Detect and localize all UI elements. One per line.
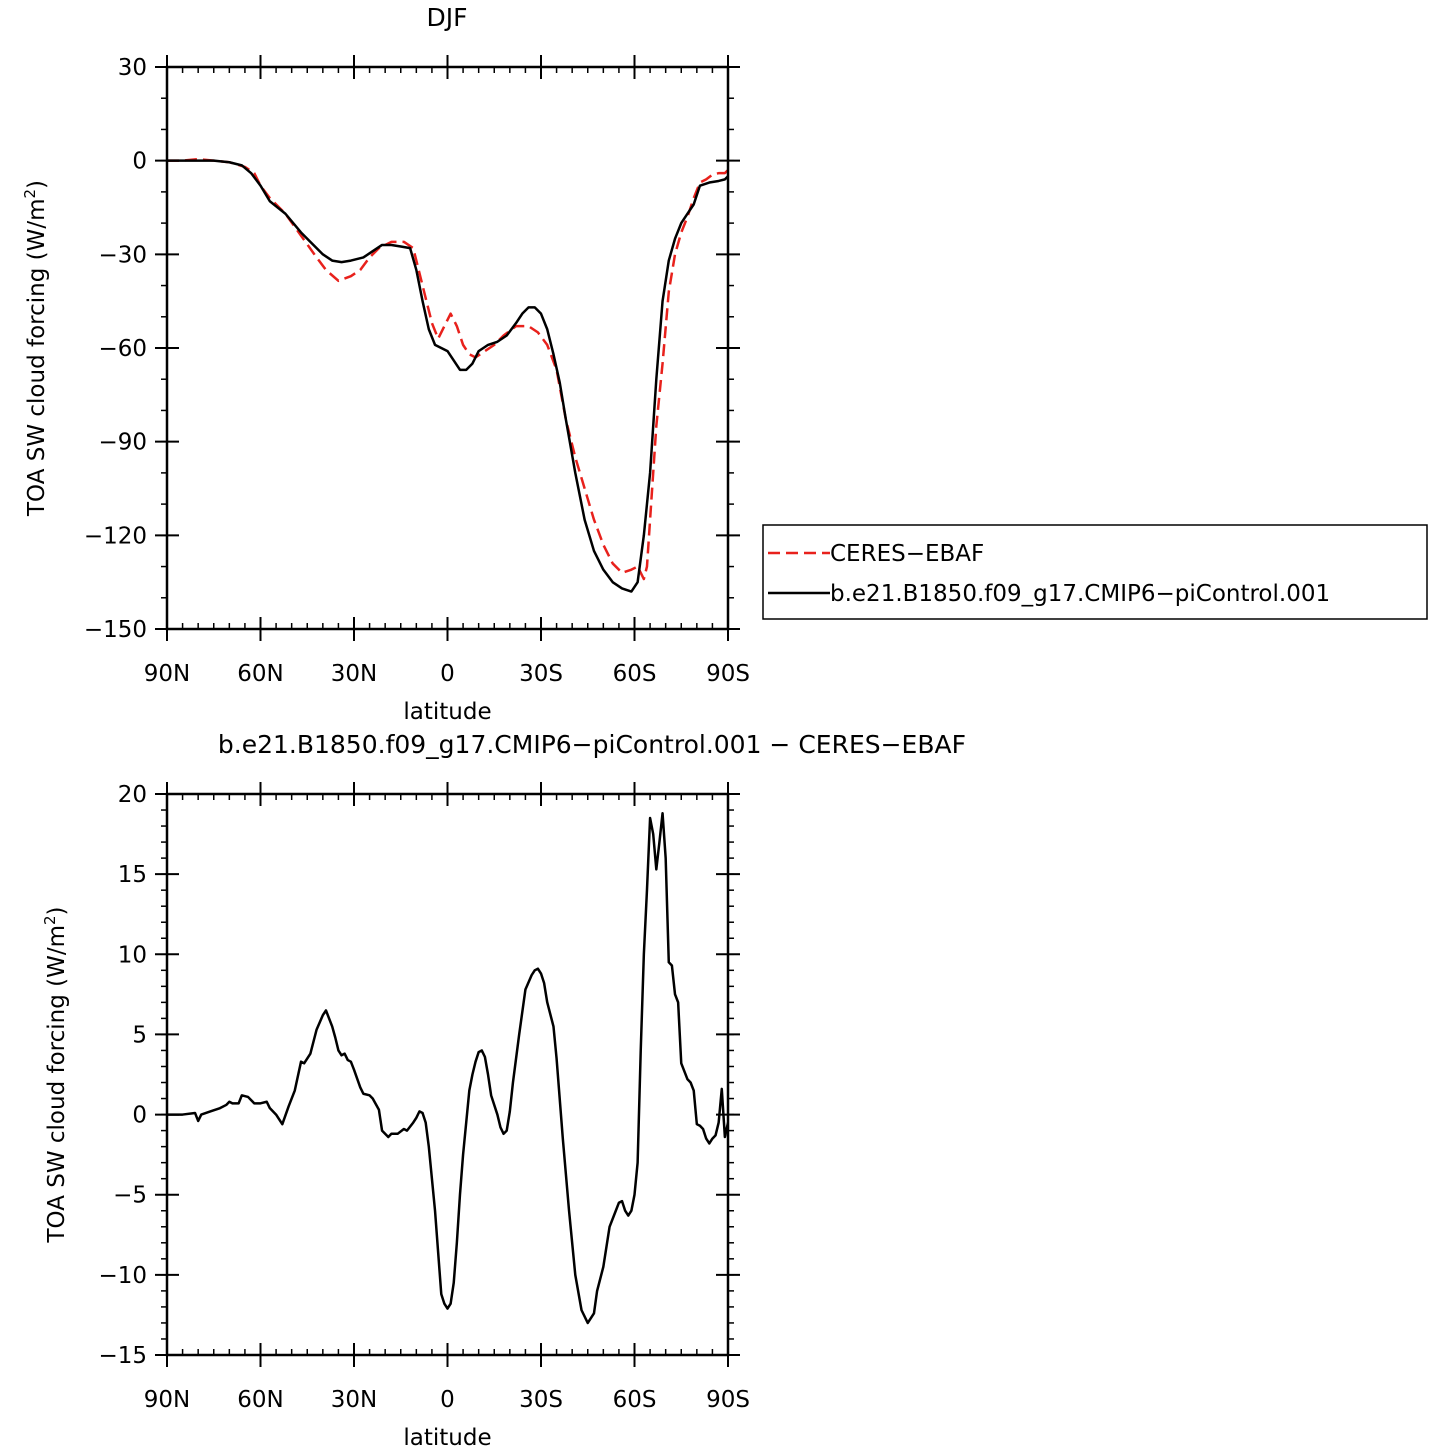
y-tick-label: 30 bbox=[118, 55, 147, 81]
plot-frame bbox=[165, 65, 730, 631]
y-tick-label: −30 bbox=[98, 242, 147, 268]
y-axis-label-superscript: 2 bbox=[41, 915, 59, 925]
x-tick-label: 90S bbox=[706, 1387, 750, 1413]
y-axis-label-text: TOA SW cloud forcing (W/m bbox=[44, 925, 70, 1244]
y-tick-label: 10 bbox=[118, 942, 147, 968]
y-tick-label: −5 bbox=[113, 1183, 147, 1209]
x-tick-label: 0 bbox=[440, 1387, 455, 1413]
series-line-model bbox=[167, 811, 728, 1325]
plot-frame bbox=[165, 792, 730, 1357]
y-axis-label: TOA SW cloud forcing (W/m2) bbox=[41, 906, 70, 1243]
y-tick-label: 5 bbox=[132, 1022, 147, 1048]
x-tick-label: 30S bbox=[519, 1387, 563, 1413]
x-axis-label: latitude bbox=[403, 699, 491, 725]
y-axis-label-close: ) bbox=[44, 906, 70, 915]
x-tick-label: 30S bbox=[519, 661, 563, 687]
legend: CERES−EBAF b.e21.B1850.f09_g17.CMIP6−piCo… bbox=[762, 524, 1428, 620]
y-tick-label: −120 bbox=[84, 523, 147, 549]
chart-panel-1: DJF 90N 60N 30N 0 30S 60S 90S 30 0 −30 −60 −90 −120 −1… bbox=[21, 3, 1428, 725]
x-tick-label: 60N bbox=[237, 1387, 283, 1413]
x-tick-label: 60N bbox=[237, 661, 283, 687]
legend-label: CERES−EBAF bbox=[830, 541, 984, 567]
series-line-ceres-ebaf bbox=[167, 157, 728, 581]
x-tick-label: 30N bbox=[331, 1387, 377, 1413]
x-tick-label: 60S bbox=[613, 661, 657, 687]
y-axis-label: TOA SW cloud forcing (W/m2) bbox=[21, 180, 50, 517]
y-tick-label: 20 bbox=[118, 782, 147, 808]
chart-panel-2: b.e21.B1850.f09_g17.CMIP6−piControl.001 … bbox=[41, 730, 966, 1451]
y-tick-label: −90 bbox=[98, 430, 147, 456]
y-tick-label: −15 bbox=[98, 1343, 147, 1369]
x-tick-label: 90N bbox=[144, 1387, 190, 1413]
y-axis-label-close: ) bbox=[24, 180, 50, 189]
legend-box bbox=[762, 524, 1428, 620]
y-tick-label: 0 bbox=[132, 149, 147, 175]
y-axis-label-superscript: 2 bbox=[21, 189, 39, 199]
chart-title: b.e21.B1850.f09_g17.CMIP6−piControl.001 … bbox=[218, 730, 966, 759]
x-axis-label: latitude bbox=[403, 1425, 491, 1451]
x-tick-label: 90N bbox=[144, 661, 190, 687]
y-axis-label-text: TOA SW cloud forcing (W/m bbox=[24, 198, 50, 517]
x-tick-label: 30N bbox=[331, 661, 377, 687]
x-tick-label: 60S bbox=[613, 1387, 657, 1413]
legend-label: b.e21.B1850.f09_g17.CMIP6−piControl.001 bbox=[830, 581, 1330, 607]
y-tick-label: 15 bbox=[118, 862, 147, 888]
y-tick-label: −10 bbox=[98, 1263, 147, 1289]
y-tick-label: −60 bbox=[98, 336, 147, 362]
series-line-model bbox=[167, 159, 728, 593]
x-tick-label: 0 bbox=[440, 661, 455, 687]
y-tick-label: −150 bbox=[84, 617, 147, 643]
y-tick-label: 0 bbox=[132, 1103, 147, 1129]
x-tick-label: 90S bbox=[706, 661, 750, 687]
chart-title: DJF bbox=[426, 3, 467, 32]
